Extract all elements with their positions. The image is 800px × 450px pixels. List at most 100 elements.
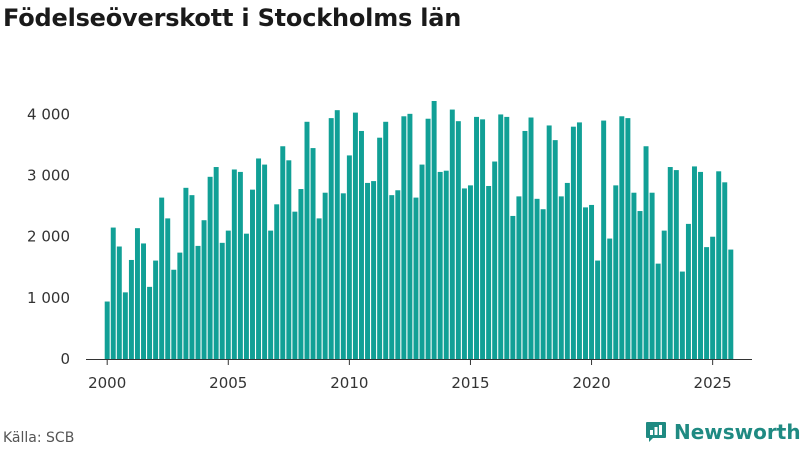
bar-2009-q2 [328,118,334,360]
bar-2004-q3 [213,167,219,359]
bar-2017-q1 [516,196,522,359]
bar-2021-q3 [625,118,631,360]
bar-2024-q4 [704,247,710,359]
bar-2025-q3 [722,182,728,359]
bar-2023-q1 [661,230,667,359]
bar-2016-q2 [498,114,504,359]
bar-2012-q2 [401,116,407,359]
bar-2021-q2 [619,116,625,359]
bar-2011-q3 [383,121,389,359]
bar-2018-q2 [546,125,552,360]
bar-2010-q1 [346,155,352,359]
bar-2012-q1 [395,190,401,359]
bar-2022-q3 [649,192,655,359]
bar-2025-q1 [710,236,716,359]
bar-2000-q4 [122,292,128,359]
bar-2001-q2 [134,228,140,359]
bar-2020-q2 [595,260,601,359]
bar-2003-q1 [177,252,183,359]
bar-2023-q4 [679,271,685,359]
newsworthy-logo-icon [646,422,666,442]
bar-2002-q2 [159,197,165,359]
bar-2008-q1 [298,189,304,359]
bar-2024-q2 [692,166,697,359]
bar-2007-q3 [286,160,292,359]
bar-2002-q1 [153,260,159,359]
bar-2003-q3 [189,195,195,359]
bar-2006-q3 [262,164,268,359]
bar-2020-q1 [589,204,595,359]
brand-name: Newsworthy [674,420,800,444]
bar-2022-q2 [643,146,649,359]
bar-2018-q4 [558,196,564,359]
y-tick-label: 0 [60,350,70,368]
bar-2006-q2 [256,158,262,359]
bar-2018-q3 [552,140,558,359]
bar-2009-q1 [322,192,328,359]
bar-2019-q1 [564,182,570,359]
bar-2024-q1 [685,223,691,359]
bar-2021-q4 [631,192,637,359]
bar-2010-q2 [352,112,358,360]
x-tick-label: 2020 [572,374,610,392]
bar-2012-q4 [413,197,419,359]
bar-2008-q2 [304,121,310,359]
bar-2006-q1 [250,189,255,359]
bar-2007-q1 [274,204,280,359]
bar-2016-q1 [492,161,498,359]
bar-2003-q2 [183,187,189,359]
bar-2015-q1 [467,185,473,359]
bar-2006-q4 [268,230,274,359]
bar-2017-q2 [522,130,528,359]
bar-2019-q3 [576,122,582,360]
bars-group [104,101,734,360]
bar-2020-q4 [607,238,613,359]
y-tick-label: 4 000 [27,105,70,123]
bar-2024-q3 [698,171,704,359]
bar-2009-q3 [334,110,340,359]
bar-2010-q3 [359,130,364,359]
y-tick-label: 3 000 [27,167,70,185]
bar-2017-q3 [528,117,534,359]
bar-2001-q4 [147,286,153,359]
bar-2000-q2 [110,227,116,359]
bar-2019-q4 [583,207,588,359]
bar-2018-q1 [540,209,546,359]
bar-2014-q2 [449,109,455,359]
chart-title: Födelseöverskott i Stockholms län [3,4,462,32]
bar-2011-q1 [371,181,377,359]
x-tick-label: 2005 [209,374,247,392]
bar-2003-q4 [195,245,201,359]
bar-2022-q4 [655,263,661,359]
bar-2012-q3 [407,113,413,359]
bar-2011-q2 [377,137,383,359]
bar-2017-q4 [534,198,540,359]
bar-2014-q3 [455,121,461,360]
bar-2014-q4 [461,188,467,359]
bar-2015-q2 [474,116,479,360]
bar-2008-q3 [310,148,316,359]
bar-2016-q3 [504,116,510,360]
bar-2000-q1 [104,301,110,359]
bar-2020-q3 [601,120,607,359]
bar-2002-q4 [171,269,177,359]
bar-2007-q4 [292,211,298,359]
x-tick-label: 2010 [330,374,368,392]
bar-2001-q3 [141,243,146,359]
bar-2013-q4 [437,171,443,359]
bar-2004-q4 [219,242,225,359]
bar-2010-q4 [365,182,371,359]
bar-2008-q4 [316,218,322,359]
y-tick-label: 1 000 [27,289,70,307]
bar-2005-q1 [225,230,231,359]
bar-2014-q1 [443,170,449,359]
source-note: Källa: SCB [3,430,75,446]
bar-2005-q3 [237,171,243,359]
bar-2005-q2 [231,169,237,359]
bar-2011-q4 [389,195,395,359]
bar-2001-q1 [128,259,134,359]
bar-2025-q2 [716,171,722,359]
bar-2009-q4 [340,193,346,359]
y-axis-ticks: 0 1 000 2 000 3 000 4 000 [27,105,70,368]
